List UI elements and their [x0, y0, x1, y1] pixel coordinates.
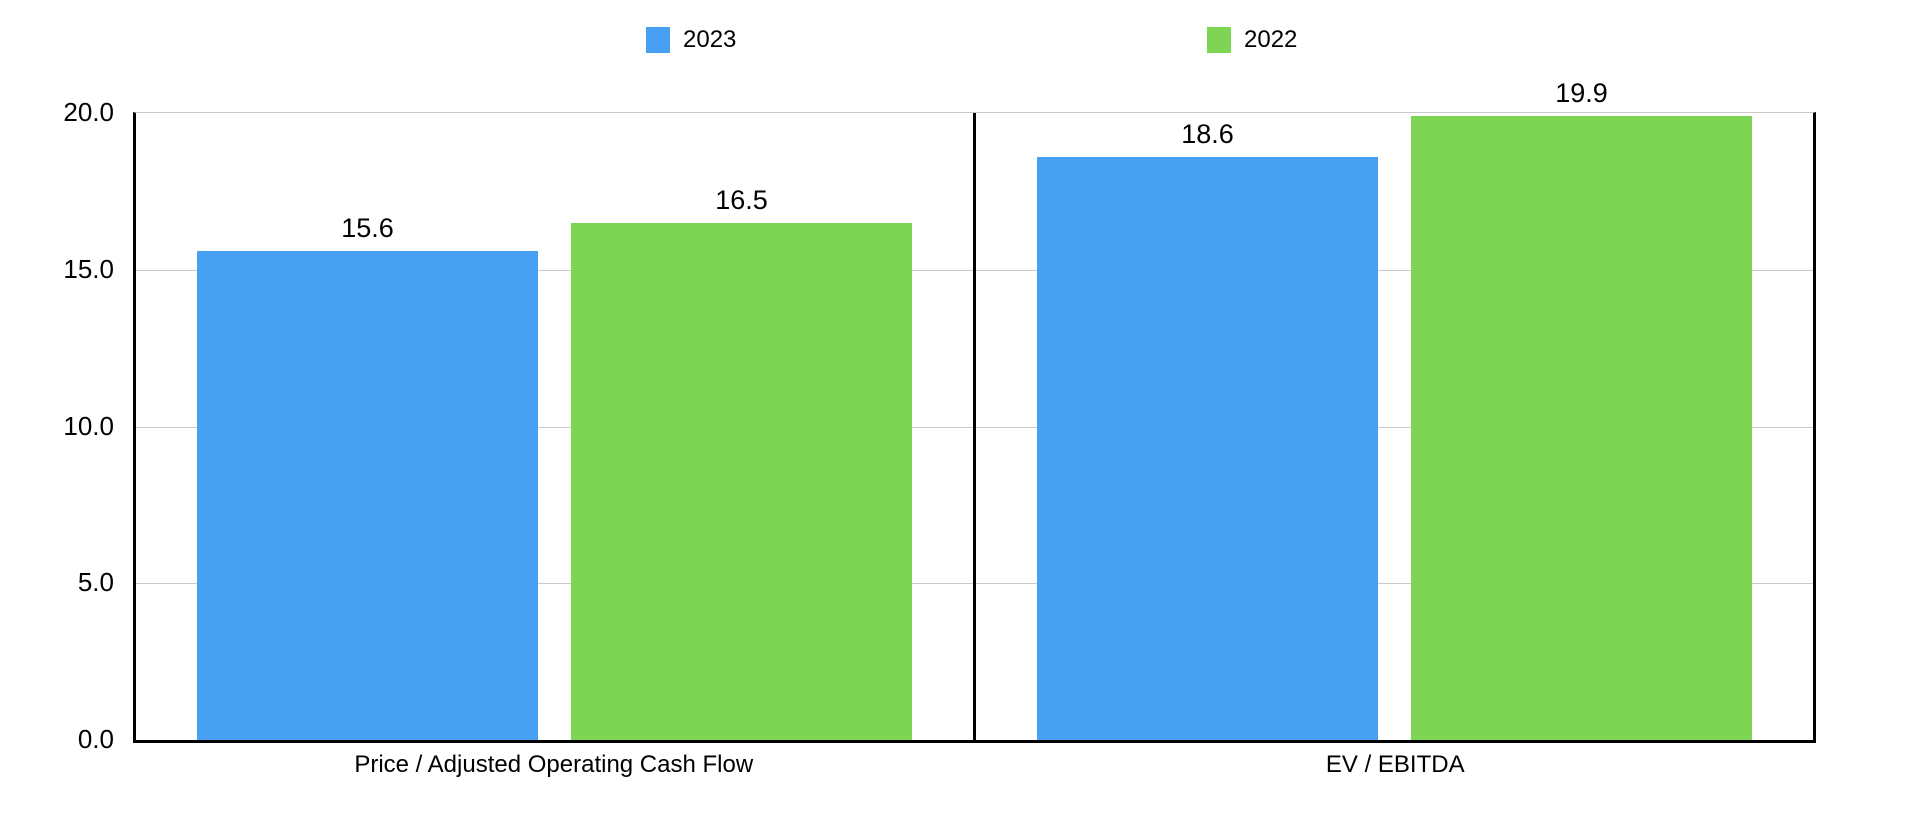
panel-1: 15.6 16.5	[136, 113, 973, 740]
category-label: Price / Adjusted Operating Cash Flow	[354, 751, 754, 778]
bar-value-label: 15.6	[341, 212, 394, 243]
bar-value-label: 16.5	[715, 184, 768, 215]
legend-label: 2023	[683, 26, 737, 53]
y-tick-label: 0.0	[77, 724, 114, 754]
category-axis-labels: Price / Adjusted Operating Cash Flow EV /…	[133, 748, 1816, 782]
y-tick-label: 15.0	[63, 253, 114, 284]
bar-2023: 18.6	[1037, 119, 1378, 740]
bar-2022: 16.5	[571, 185, 912, 740]
panel-2: 18.6 19.9	[973, 78, 1813, 740]
bar-2022: 19.9	[1411, 78, 1752, 740]
category-label: EV / EBITDA	[1325, 751, 1465, 778]
y-tick-label: 20.0	[63, 97, 114, 127]
y-tick-label: 10.0	[63, 410, 114, 441]
legend-label: 2022	[1244, 26, 1298, 53]
plot-area: 15.6 16.5 18.6 19.9	[133, 78, 1816, 743]
legend-item-2022: 2022	[1207, 27, 1297, 53]
bar-2023: 15.6	[197, 213, 538, 740]
legend-item-2023: 2023	[646, 27, 736, 53]
y-tick-label: 5.0	[77, 567, 114, 598]
y-axis-tick-labels: 20.0 15.0 10.0 5.0 0.0	[0, 99, 122, 752]
bar-value-label: 18.6	[1181, 118, 1234, 149]
legend-swatch-2023	[646, 27, 670, 53]
bar-value-label: 19.9	[1555, 78, 1608, 109]
legend-swatch-2022	[1207, 27, 1231, 53]
